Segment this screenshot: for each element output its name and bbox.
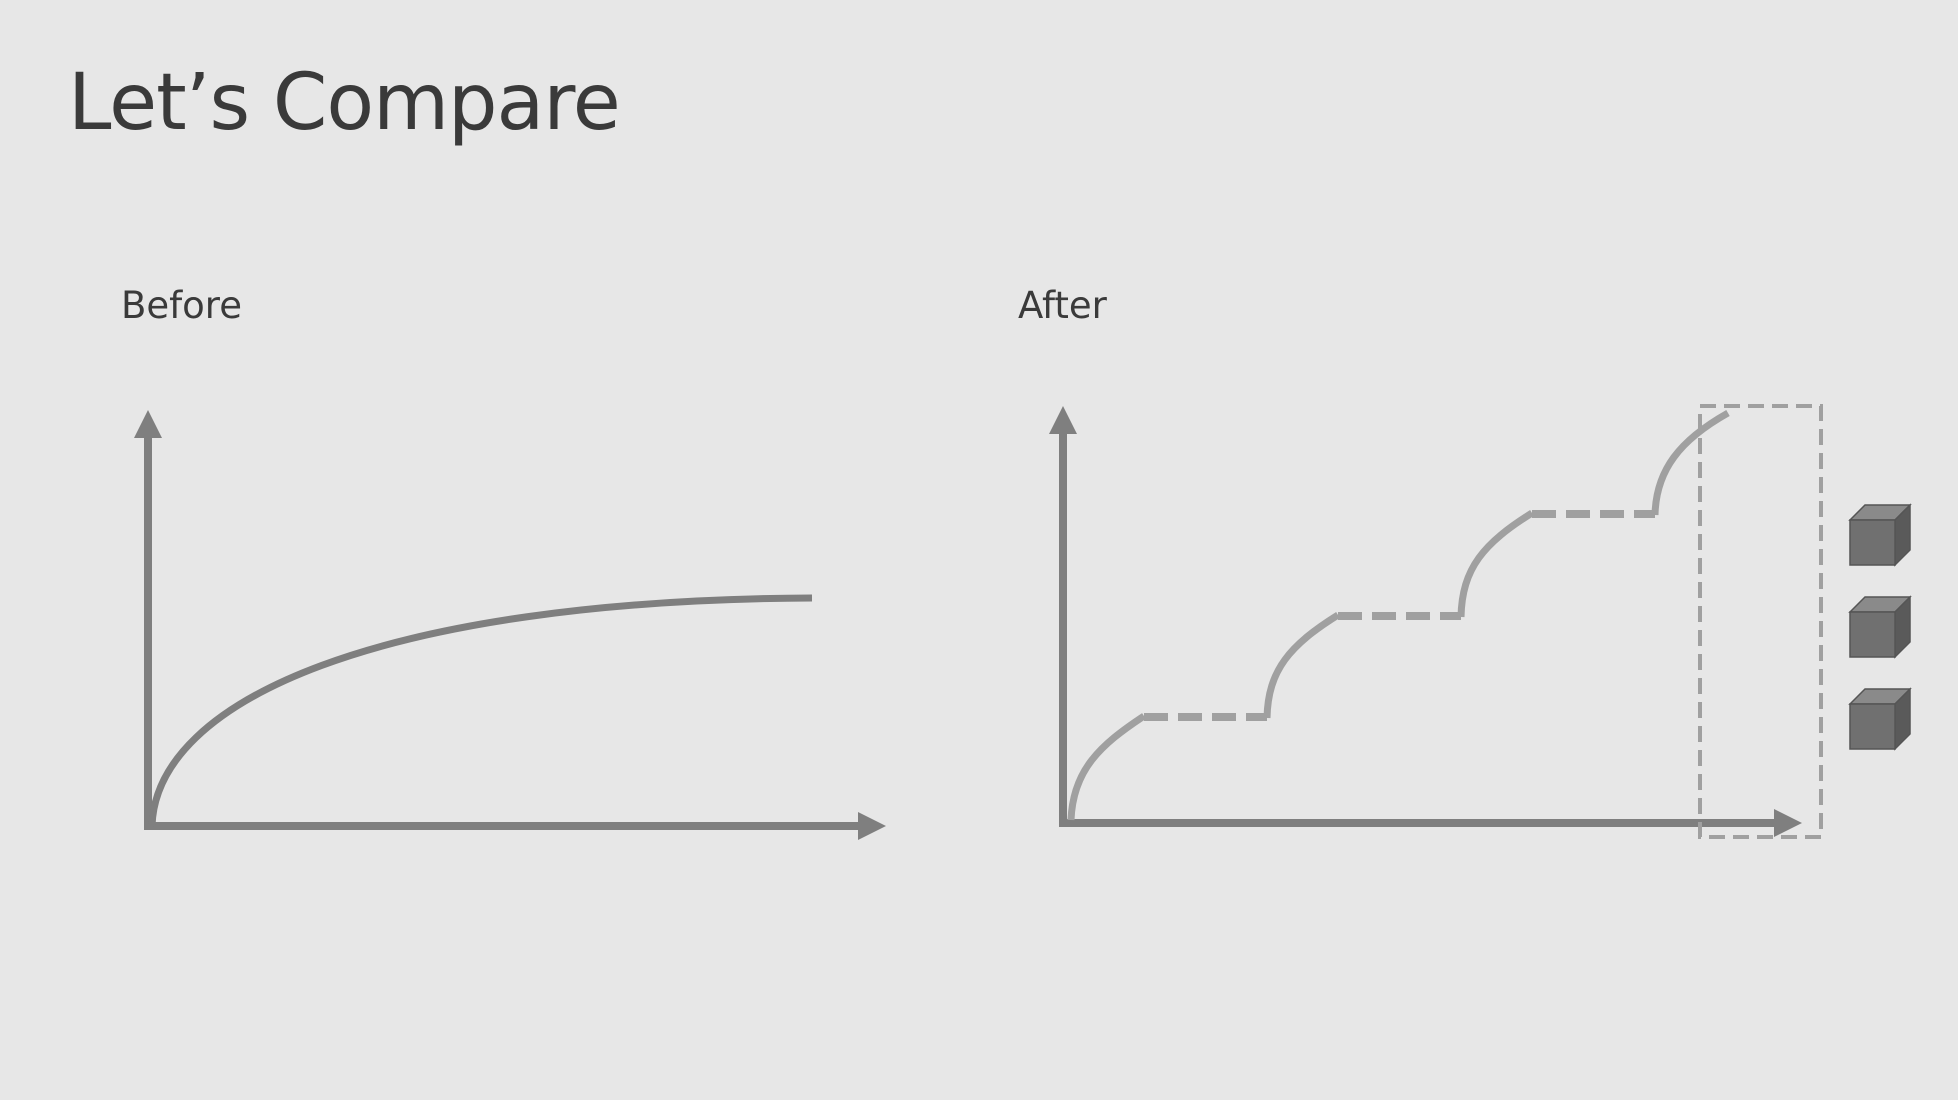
before-growth-curve bbox=[148, 594, 813, 827]
before-x-axis-arrowhead bbox=[858, 812, 886, 840]
before-y-axis-arrowhead bbox=[134, 410, 162, 438]
after-graph bbox=[1049, 404, 1823, 839]
after-highlight-box bbox=[1698, 404, 1823, 839]
after-x-axis-arrowhead bbox=[1774, 809, 1802, 837]
before-label: Before bbox=[121, 284, 242, 327]
slide-title: Let’s Compare bbox=[68, 58, 621, 148]
after-label: After bbox=[1018, 284, 1107, 327]
cube-icon bbox=[1848, 687, 1912, 751]
after-curve-segment-1 bbox=[1067, 713, 1146, 821]
after-curve-segment-4 bbox=[1651, 409, 1730, 516]
after-curve-segment-3 bbox=[1457, 510, 1534, 618]
after-curve-segment-2 bbox=[1263, 612, 1340, 719]
cube-icon bbox=[1848, 595, 1912, 659]
after-y-axis-arrowhead bbox=[1049, 406, 1077, 434]
cube-icon bbox=[1848, 503, 1912, 567]
before-graph bbox=[134, 410, 886, 840]
